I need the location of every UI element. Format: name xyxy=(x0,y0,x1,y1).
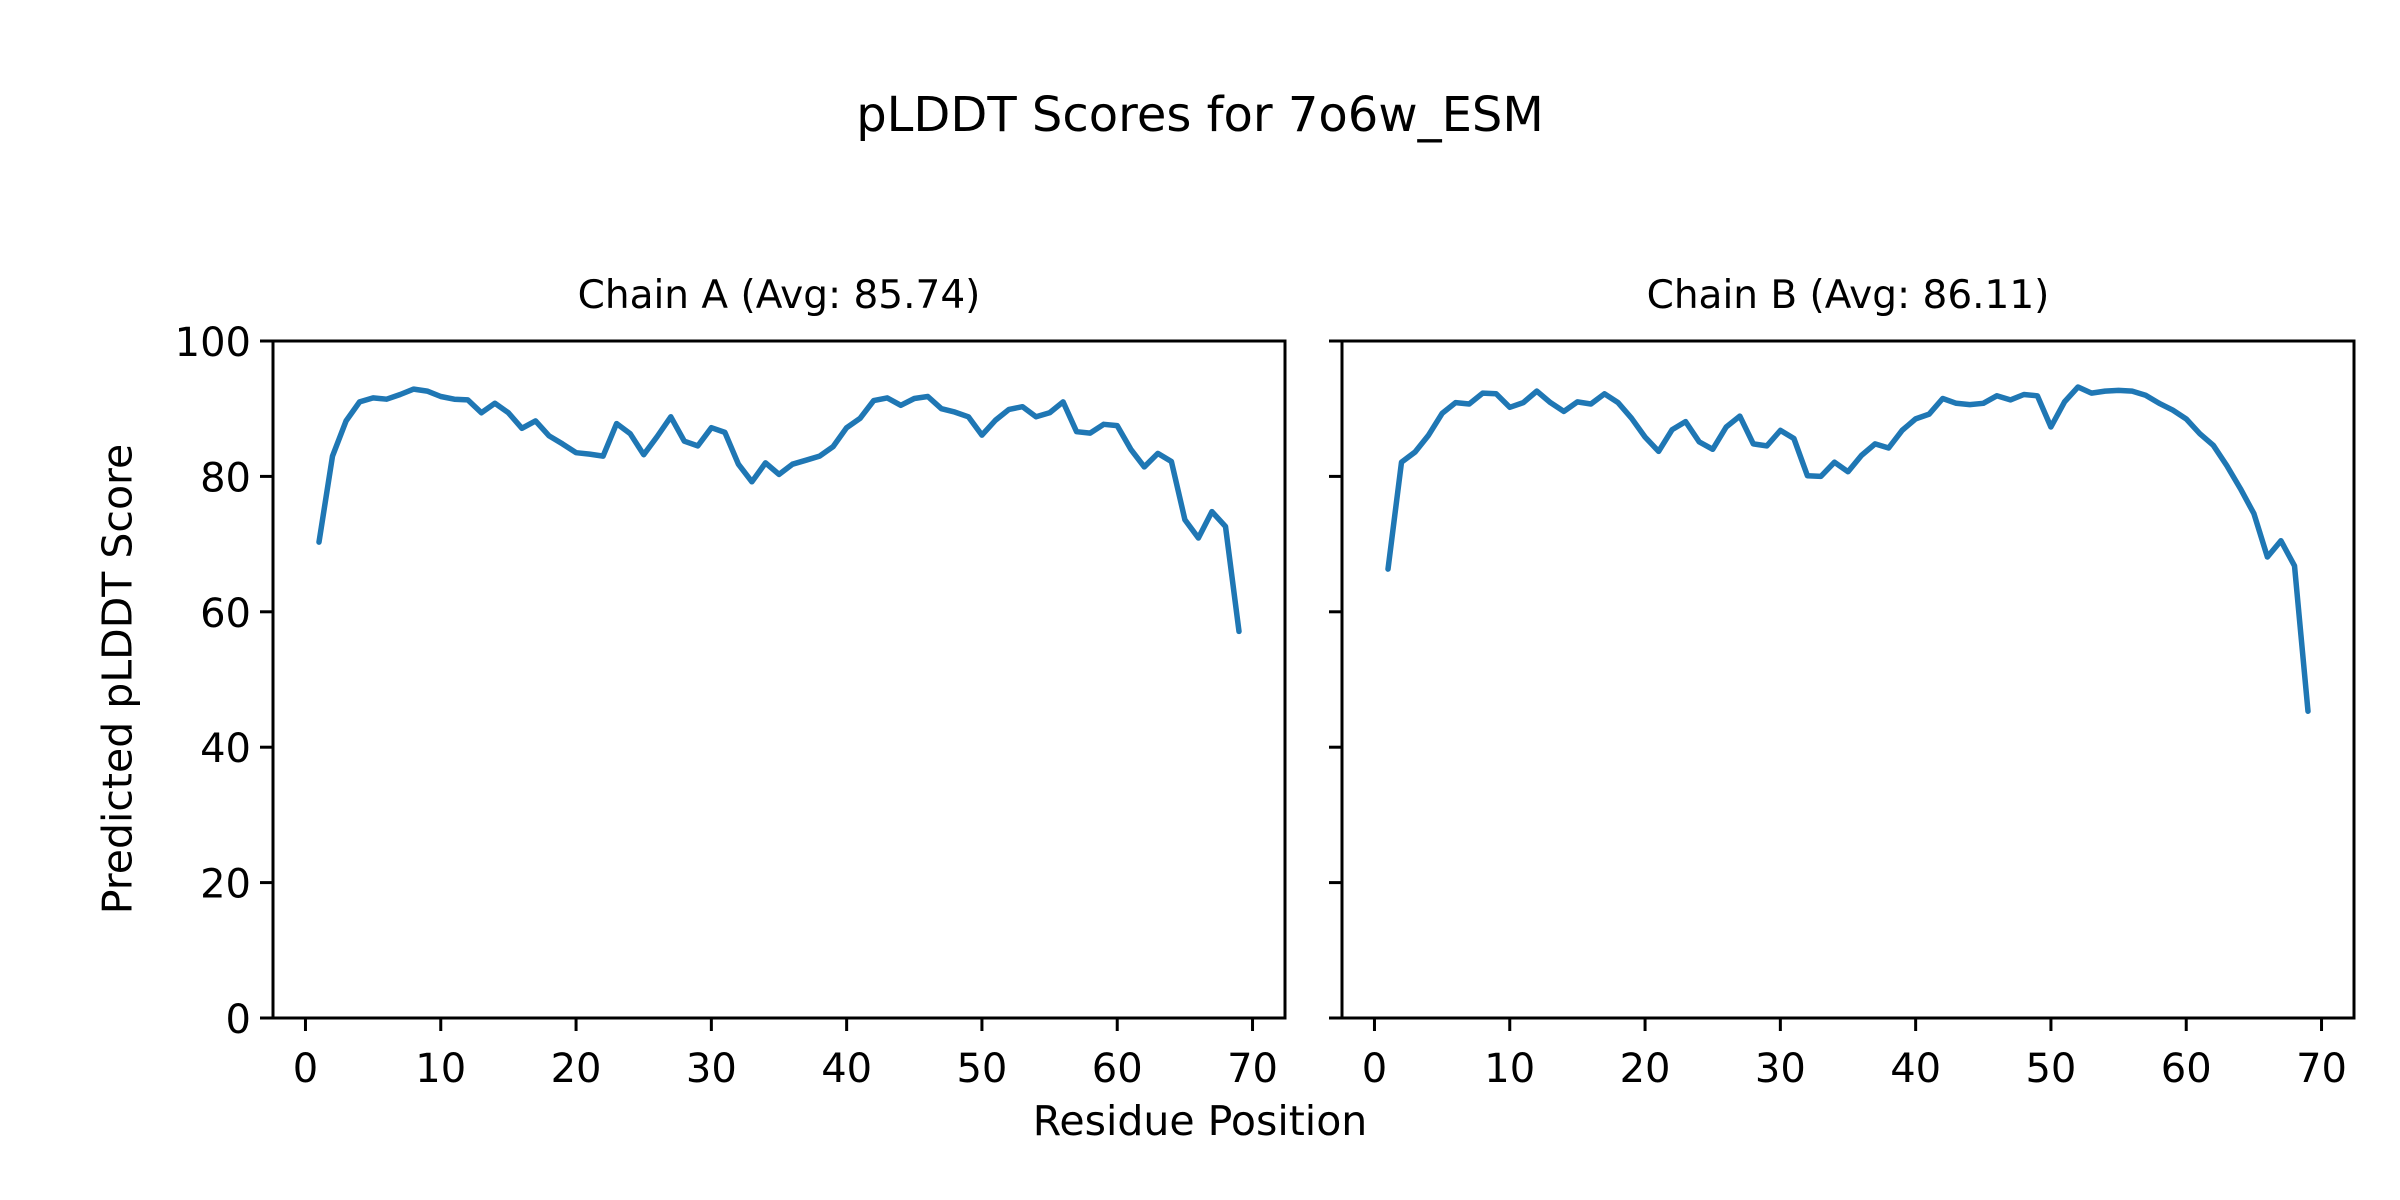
x-tick-label: 40 xyxy=(1890,1046,1941,1092)
chain-b-plot: 0 10 20 30 40 50 60 70 xyxy=(1329,339,2356,1092)
y-tick-label: 80 xyxy=(200,455,251,501)
x-tick-label: 40 xyxy=(821,1046,872,1092)
x-tick-label: 30 xyxy=(1755,1046,1806,1092)
figure-title: pLDDT Scores for 7o6w_ESM xyxy=(856,87,1544,143)
x-tick-label: 20 xyxy=(1620,1046,1671,1092)
x-tick-label: 10 xyxy=(1484,1046,1535,1092)
y-tick-label: 0 xyxy=(226,997,251,1043)
x-axis-label: Residue Position xyxy=(1032,1097,1368,1145)
plddt-line-chain-b xyxy=(1385,384,2311,715)
subplot-b-title: Chain B (Avg: 86.11) xyxy=(1646,273,2050,318)
chain-a-plot: 0 10 20 30 40 50 60 70 0 20 40 60 80 100 xyxy=(175,320,1287,1092)
axes-box xyxy=(271,339,1287,1020)
x-tick-label: 10 xyxy=(415,1046,466,1092)
x-tick-label: 0 xyxy=(293,1046,318,1092)
x-tick-label: 60 xyxy=(2161,1046,2212,1092)
axes-box xyxy=(1340,339,2356,1020)
x-tick-label: 70 xyxy=(2296,1046,2347,1092)
x-tick-label: 0 xyxy=(1362,1046,1387,1092)
x-tick-label: 20 xyxy=(551,1046,602,1092)
subplot-a-title: Chain A (Avg: 85.74) xyxy=(577,273,981,318)
x-tick-label: 60 xyxy=(1092,1046,1143,1092)
x-tick-label: 30 xyxy=(686,1046,737,1092)
x-tick-label: 70 xyxy=(1227,1046,1278,1092)
x-tick-label: 50 xyxy=(956,1046,1007,1092)
x-tick-label: 50 xyxy=(2025,1046,2076,1092)
y-tick-label: 40 xyxy=(200,726,251,772)
plddt-line-chain-a xyxy=(316,386,1242,635)
y-tick-label: 20 xyxy=(200,862,251,908)
y-tick-label: 60 xyxy=(200,591,251,637)
y-tick-label: 100 xyxy=(175,320,251,366)
